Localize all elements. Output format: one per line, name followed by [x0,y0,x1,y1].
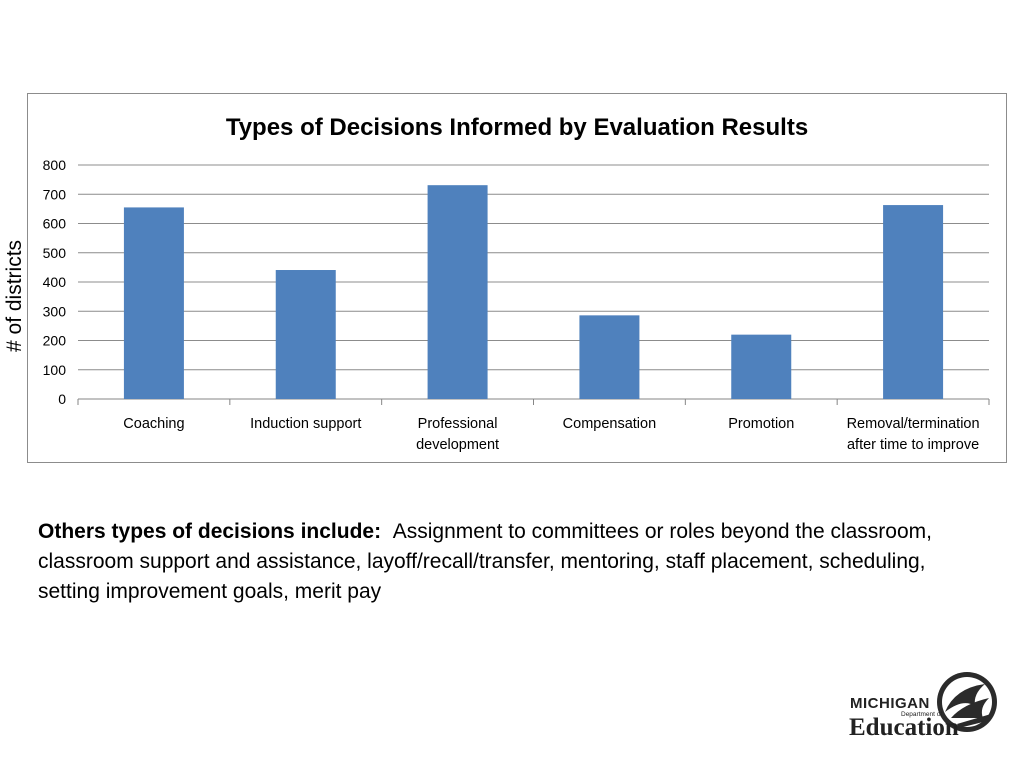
other-decisions-note: Others types of decisions include: Assig… [38,517,968,607]
bar [275,270,336,399]
x-tick-label: Compensation [563,416,657,432]
y-tick-label: 200 [43,333,67,349]
note-lead: Others types of decisions include: [38,520,382,543]
y-tick-label: 0 [58,391,66,407]
y-axis-label: # of districts [3,239,26,352]
x-tick-label: development [416,437,499,453]
x-tick-label: after time to improve [847,437,979,453]
y-tick-label: 500 [43,245,67,261]
chart-title: Types of Decisions Informed by Evaluatio… [225,114,809,141]
bar [579,315,640,399]
logo-education: Education [849,714,959,741]
x-tick-label: Professional [418,416,498,432]
bar [731,334,792,399]
x-tick-label: Promotion [728,416,794,432]
x-tick-label: Induction support [250,416,361,432]
x-tick-label: Removal/termination [847,416,980,432]
bar [123,207,184,399]
y-tick-label: 800 [43,157,67,173]
logo-department: Department of [901,711,943,718]
y-tick-label: 400 [43,274,67,290]
y-tick-label: 600 [43,216,67,232]
michigan-education-logo: MICHIGAN Department of Education [845,668,1000,743]
y-tick-label: 300 [43,303,67,319]
bar-chart: 0 100 200 300 400 500 600 700 800 Coaching Inducti… [43,157,990,453]
y-tick-label: 700 [43,186,67,202]
chart-frame: Types of Decisions Informed by Evaluatio… [27,93,1007,463]
logo-michigan: MICHIGAN [850,695,930,712]
x-tick-label: Coaching [123,416,184,432]
note-body: Assignment to committees or roles beyond… [38,520,932,603]
seal-icon [937,672,997,732]
y-tick-label: 100 [43,362,67,378]
bar [883,205,944,399]
bar [427,185,488,399]
